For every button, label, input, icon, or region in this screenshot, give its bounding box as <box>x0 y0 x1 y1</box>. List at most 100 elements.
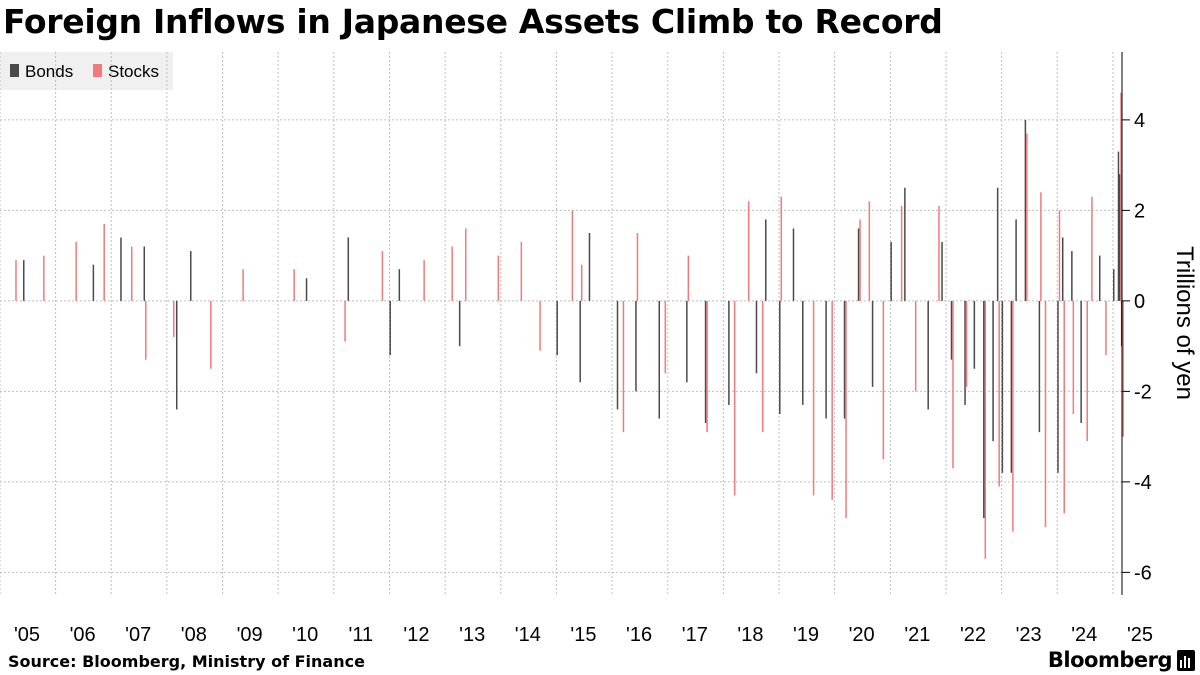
bar-bonds <box>890 242 892 301</box>
bar-stocks <box>451 246 453 301</box>
bar-stocks <box>1044 300 1047 528</box>
bar-stocks <box>242 269 244 301</box>
bar-stocks <box>1105 300 1107 356</box>
bar-bonds <box>1098 255 1101 301</box>
bar-stocks <box>780 196 783 301</box>
bar-bonds <box>728 300 730 405</box>
x-axis-ticks: '05 '06 '07 '08 '09 '10 '11 '12 '13 '14 '15 '16 '17 '… <box>14 624 1153 646</box>
bar-bonds <box>1057 300 1059 473</box>
bar-stocks <box>747 201 750 301</box>
bar-stocks <box>173 300 175 338</box>
bar-stocks <box>1072 300 1075 415</box>
bar-bonds <box>120 237 122 301</box>
legend-label-stocks: Stocks <box>108 62 159 81</box>
bar-bonds <box>23 260 25 301</box>
bar-stocks <box>571 210 574 301</box>
bloomberg-terminal-icon <box>1177 650 1195 671</box>
bar-stocks <box>882 300 885 460</box>
x-tick-label: '08 <box>181 624 207 646</box>
bar-stocks <box>900 205 903 301</box>
bar-bonds <box>1015 219 1017 301</box>
bar-stocks <box>1091 196 1093 301</box>
bar-stocks <box>145 300 147 360</box>
legend: Bonds Stocks <box>0 52 173 90</box>
bar-stocks <box>859 219 861 301</box>
bar-bonds <box>616 300 619 410</box>
bar-bonds <box>347 237 350 301</box>
bar-bonds <box>1071 251 1073 301</box>
bar-bonds <box>857 228 860 301</box>
bar-stocks <box>1063 300 1065 514</box>
y-tick-label: 2 <box>1134 200 1145 222</box>
x-tick-label: '24 <box>1071 624 1097 646</box>
x-tick-label: '07 <box>125 624 151 646</box>
bar-bonds <box>964 300 966 405</box>
bar-stocks <box>75 242 77 301</box>
bar-stocks <box>103 223 105 301</box>
bar-stocks <box>984 300 987 559</box>
bar-bonds <box>792 228 795 301</box>
bar-stocks <box>998 300 1000 487</box>
bar-stocks <box>1086 300 1088 442</box>
x-tick-label: '16 <box>626 624 652 646</box>
y-axis-ticks: -6 -4 -2 0 2 4 <box>1122 110 1152 584</box>
bar-stocks <box>664 300 667 374</box>
bar-bonds <box>1113 269 1115 301</box>
bar-stocks <box>965 300 968 387</box>
bar-stocks <box>831 300 833 500</box>
bar-stocks <box>636 233 639 301</box>
bar-stocks <box>43 255 45 301</box>
bar-stocks <box>622 300 625 433</box>
bar-stocks <box>344 300 346 342</box>
bar-bonds <box>175 300 178 410</box>
bar-bonds <box>927 300 929 410</box>
bar-stocks <box>539 300 541 351</box>
bloomberg-logo: Bloomberg <box>1047 648 1173 672</box>
bar-bonds <box>658 300 661 419</box>
bar-bonds <box>190 251 192 301</box>
bar-bonds <box>579 300 581 383</box>
bar-bonds <box>1038 300 1041 433</box>
bar-bonds <box>588 233 591 301</box>
bar-bonds <box>941 242 943 301</box>
bar-bonds <box>871 300 874 387</box>
bar-bonds <box>765 219 767 301</box>
bar-stocks <box>952 300 954 469</box>
bar-stocks <box>733 300 736 496</box>
bar-bonds <box>556 300 558 356</box>
bar-stocks <box>131 246 133 301</box>
bar-stocks <box>1040 192 1042 301</box>
bar-bonds <box>92 264 95 301</box>
bar-bonds <box>904 187 906 301</box>
bar-stocks <box>293 269 295 301</box>
bar-bonds <box>779 300 781 415</box>
x-tick-label: '21 <box>904 624 930 646</box>
bar-bonds <box>398 269 401 301</box>
x-tick-label: '18 <box>737 624 763 646</box>
bar-stocks <box>845 300 847 519</box>
bar-bonds <box>389 300 391 356</box>
bar-stocks <box>497 255 500 301</box>
bar-bonds <box>704 300 707 424</box>
bar-bonds <box>458 300 461 347</box>
x-tick-label: '11 <box>349 624 374 646</box>
bar-bonds <box>1061 237 1064 301</box>
bar-stocks <box>381 251 384 301</box>
bar-bonds <box>843 300 846 419</box>
bar-stocks <box>761 300 764 433</box>
x-tick-label: '12 <box>403 624 429 646</box>
bar-stocks <box>210 300 212 369</box>
x-tick-label: '13 <box>459 624 485 646</box>
x-tick-label: '10 <box>292 624 318 646</box>
bar-bonds <box>973 300 976 369</box>
bar-stocks <box>464 228 467 301</box>
bar-stocks <box>1120 92 1122 301</box>
bar-bonds <box>1080 300 1082 424</box>
x-tick-label: '20 <box>849 624 875 646</box>
bar-stocks <box>914 300 917 392</box>
bar-bonds <box>686 300 688 383</box>
bar-stocks <box>938 205 940 301</box>
bar-stocks <box>868 201 871 301</box>
bar-bonds <box>802 300 804 405</box>
bar-bonds <box>1024 119 1027 301</box>
